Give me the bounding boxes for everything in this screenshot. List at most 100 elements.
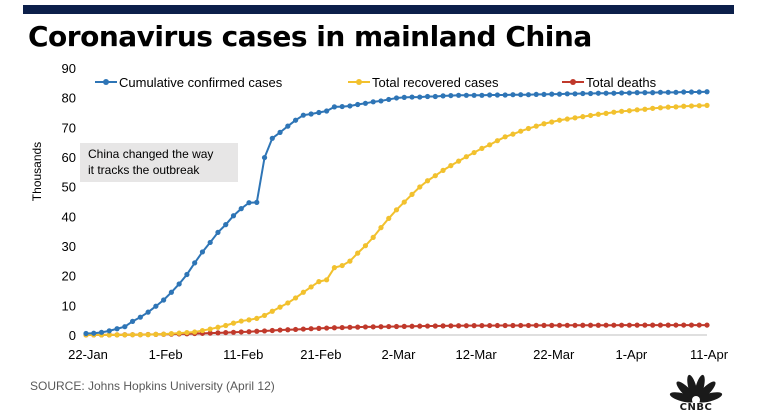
data-point (300, 326, 306, 332)
data-point (595, 111, 601, 117)
data-point (619, 108, 625, 114)
data-point (277, 327, 283, 333)
x-tick-label: 21-Feb (300, 347, 341, 362)
data-point (417, 184, 423, 190)
x-tick-label: 11-Apr (690, 347, 729, 362)
data-point (223, 329, 229, 336)
data-point (161, 331, 167, 337)
data-point (549, 119, 555, 125)
data-point (626, 108, 632, 114)
data-point (510, 92, 516, 98)
data-point (525, 322, 532, 329)
data-point (657, 89, 664, 95)
data-point (401, 94, 407, 100)
data-point (261, 154, 268, 161)
data-point (440, 167, 446, 173)
data-point (145, 309, 151, 315)
data-point (424, 93, 431, 100)
data-point (673, 89, 679, 95)
peacock-icon (669, 374, 723, 404)
data-point (704, 89, 710, 95)
data-point (277, 304, 283, 310)
data-point (83, 330, 89, 337)
data-point (518, 128, 524, 134)
data-point (176, 281, 182, 287)
data-point (595, 322, 601, 328)
data-point (106, 332, 112, 338)
data-point (665, 104, 671, 110)
data-point (688, 103, 695, 109)
x-tick-label: 11-Feb (223, 347, 263, 362)
data-point (479, 322, 485, 329)
series-line (86, 104, 708, 336)
data-point (634, 90, 640, 96)
y-tick-label: 60 (62, 150, 76, 165)
y-tick-label: 70 (62, 120, 76, 135)
data-point (215, 229, 221, 235)
data-point (603, 110, 609, 116)
data-point (370, 234, 376, 240)
data-point (122, 332, 128, 338)
legend-item: Total recovered cases (348, 75, 499, 90)
data-point (440, 93, 446, 99)
data-point (448, 92, 454, 99)
data-point (665, 322, 671, 328)
data-point (424, 323, 431, 329)
data-point (386, 96, 392, 103)
data-point (580, 322, 586, 328)
data-point (510, 131, 516, 137)
data-point (269, 135, 275, 141)
data-point (339, 262, 345, 269)
data-point (463, 92, 469, 98)
data-point (556, 117, 563, 123)
data-point (580, 114, 586, 120)
data-point (238, 318, 244, 324)
data-point (642, 90, 648, 96)
legend-marker (570, 79, 576, 85)
data-point (518, 322, 524, 329)
data-point (572, 322, 578, 328)
x-tick-label: 12-Mar (456, 347, 498, 362)
data-point (192, 329, 198, 335)
data-point (494, 322, 501, 329)
x-axis: 22-Jan 1-Feb 11-Feb 21-Feb 2-Mar 12-Mar 22-Mar… (68, 334, 729, 362)
data-point (347, 258, 353, 264)
y-tick-label: 30 (62, 239, 76, 254)
data-point (626, 322, 632, 328)
data-point (114, 326, 120, 332)
data-point (401, 323, 407, 329)
data-point (626, 90, 632, 96)
y-tick-label: 20 (62, 269, 76, 284)
data-point (688, 89, 695, 95)
data-point (510, 322, 516, 329)
y-tick-label: 50 (62, 180, 76, 195)
data-point (199, 249, 206, 255)
data-point (533, 91, 539, 98)
data-point (650, 322, 656, 328)
data-point (556, 91, 563, 97)
data-point (611, 90, 617, 96)
data-point (246, 317, 252, 323)
data-point (518, 92, 524, 98)
data-point (533, 322, 539, 328)
data-point (292, 326, 299, 333)
data-point (556, 322, 563, 328)
data-point (696, 103, 702, 109)
data-point (432, 93, 438, 100)
data-point (494, 138, 501, 144)
data-point (254, 199, 260, 205)
data-point (696, 322, 702, 328)
data-point (479, 92, 485, 98)
data-point (549, 91, 555, 97)
data-point (292, 295, 299, 301)
data-point (308, 111, 314, 117)
data-point (269, 308, 275, 314)
data-point (261, 328, 268, 334)
data-point (308, 284, 314, 290)
data-point (587, 322, 594, 328)
legend-label: Total recovered cases (372, 75, 499, 90)
x-tick-label: 22-Mar (533, 347, 575, 362)
data-point (665, 89, 671, 95)
data-point (324, 108, 330, 114)
legend-label: Cumulative confirmed cases (119, 75, 283, 90)
